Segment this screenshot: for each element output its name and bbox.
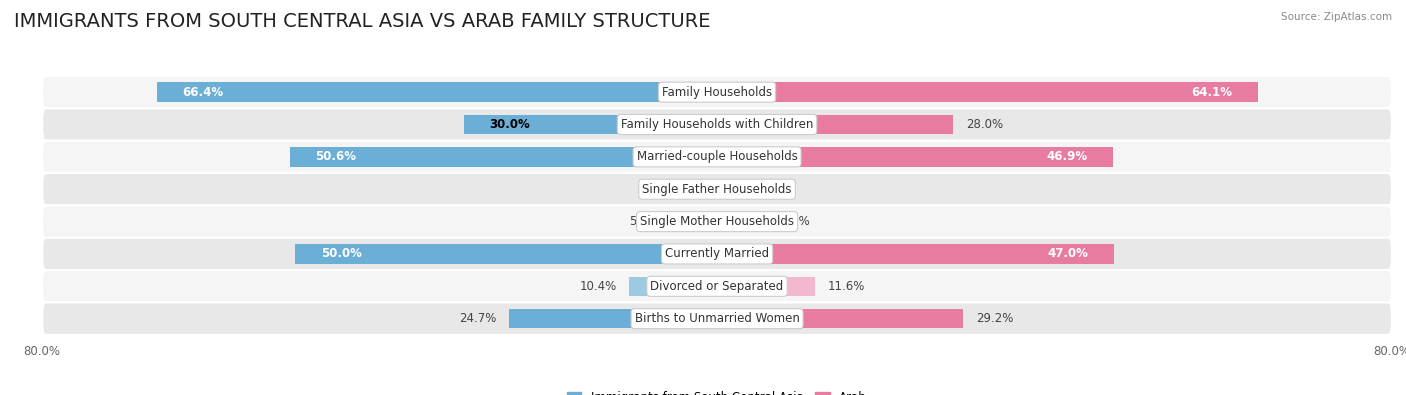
Text: 66.4%: 66.4% — [183, 86, 224, 99]
Text: Divorced or Separated: Divorced or Separated — [651, 280, 783, 293]
Text: 50.6%: 50.6% — [315, 150, 357, 164]
Text: Family Households: Family Households — [662, 86, 772, 99]
Text: 29.2%: 29.2% — [976, 312, 1014, 325]
Text: 30.0%: 30.0% — [489, 118, 530, 131]
Bar — [464, 115, 717, 134]
FancyBboxPatch shape — [42, 270, 1392, 303]
Bar — [290, 147, 717, 167]
Text: 50.0%: 50.0% — [321, 247, 361, 260]
Text: 2.1%: 2.1% — [748, 183, 778, 196]
Text: 10.4%: 10.4% — [579, 280, 617, 293]
FancyBboxPatch shape — [42, 173, 1392, 205]
Bar — [509, 309, 717, 328]
Bar — [630, 276, 717, 296]
Bar — [717, 179, 735, 199]
Text: 64.1%: 64.1% — [1191, 86, 1233, 99]
Bar — [157, 83, 717, 102]
FancyBboxPatch shape — [42, 238, 1392, 270]
Text: 46.9%: 46.9% — [1046, 150, 1087, 164]
Bar — [717, 83, 1258, 102]
FancyBboxPatch shape — [42, 205, 1392, 238]
Bar — [295, 244, 717, 263]
Text: 5.4%: 5.4% — [628, 215, 659, 228]
Text: 2.0%: 2.0% — [658, 183, 688, 196]
Bar — [717, 276, 815, 296]
Bar — [672, 212, 717, 231]
Text: Currently Married: Currently Married — [665, 247, 769, 260]
Bar — [717, 147, 1112, 167]
Legend: Immigrants from South Central Asia, Arab: Immigrants from South Central Asia, Arab — [562, 387, 872, 395]
Text: 6.0%: 6.0% — [780, 215, 810, 228]
Bar — [717, 309, 963, 328]
Text: Source: ZipAtlas.com: Source: ZipAtlas.com — [1281, 12, 1392, 22]
Bar — [717, 212, 768, 231]
Text: Single Father Households: Single Father Households — [643, 183, 792, 196]
Text: Married-couple Households: Married-couple Households — [637, 150, 797, 164]
FancyBboxPatch shape — [42, 108, 1392, 141]
Text: 11.6%: 11.6% — [828, 280, 865, 293]
Bar — [717, 244, 1114, 263]
Text: Births to Unmarried Women: Births to Unmarried Women — [634, 312, 800, 325]
Text: 24.7%: 24.7% — [458, 312, 496, 325]
Text: 28.0%: 28.0% — [966, 118, 1002, 131]
FancyBboxPatch shape — [42, 141, 1392, 173]
FancyBboxPatch shape — [42, 303, 1392, 335]
Bar — [717, 115, 953, 134]
Text: IMMIGRANTS FROM SOUTH CENTRAL ASIA VS ARAB FAMILY STRUCTURE: IMMIGRANTS FROM SOUTH CENTRAL ASIA VS AR… — [14, 12, 710, 31]
Text: Single Mother Households: Single Mother Households — [640, 215, 794, 228]
FancyBboxPatch shape — [42, 76, 1392, 108]
Text: 47.0%: 47.0% — [1047, 247, 1088, 260]
Text: Family Households with Children: Family Households with Children — [621, 118, 813, 131]
Bar — [700, 179, 717, 199]
